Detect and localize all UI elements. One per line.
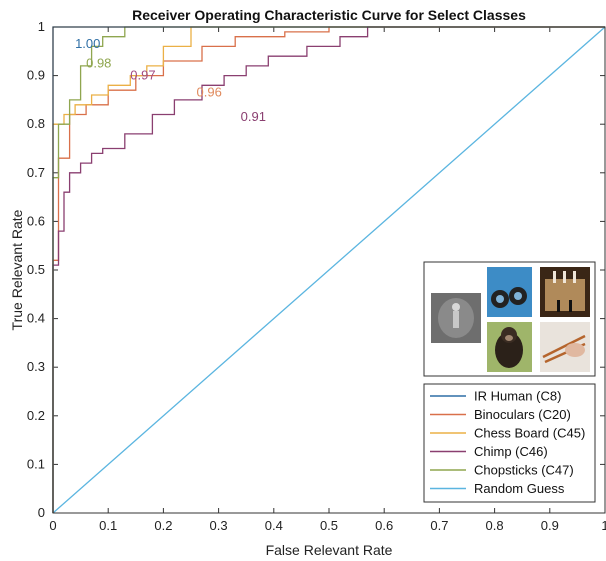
y-axis-label: True Relevant Rate bbox=[9, 209, 25, 330]
y-tick-label: 0.9 bbox=[27, 68, 45, 83]
y-tick-label: 0.8 bbox=[27, 116, 45, 131]
auc-annotations: 1.00 0.98 0.97 0.96 0.91 bbox=[75, 36, 266, 124]
auc-label: 1.00 bbox=[75, 36, 100, 51]
legend-entry-label: Binoculars (C20) bbox=[474, 407, 571, 422]
binoculars-image bbox=[487, 267, 532, 317]
chart-title: Receiver Operating Characteristic Curve … bbox=[132, 7, 526, 23]
legend-entry-label: IR Human (C8) bbox=[474, 389, 561, 404]
legend-entry-label: Chess Board (C45) bbox=[474, 426, 585, 441]
auc-label: 0.97 bbox=[130, 68, 155, 83]
chimp-image bbox=[487, 322, 532, 372]
y-tick-label: 0 bbox=[38, 505, 45, 520]
x-tick-label: 0.6 bbox=[375, 518, 393, 533]
y-tick-label: 0.4 bbox=[27, 311, 45, 326]
x-tick-label: 0.5 bbox=[320, 518, 338, 533]
legend-entry-label: Random Guess bbox=[474, 481, 565, 496]
legend-entry-label: Chopsticks (C47) bbox=[474, 463, 574, 478]
x-tick-label: 0.7 bbox=[430, 518, 448, 533]
series-line-chimp-c46 bbox=[52, 26, 605, 513]
y-tick-label: 0.1 bbox=[27, 456, 45, 471]
ir-human-image bbox=[431, 293, 481, 343]
x-tick-label: 0.8 bbox=[486, 518, 504, 533]
y-tick-label: 0.3 bbox=[27, 359, 45, 374]
series-line-chopsticks-c47 bbox=[52, 26, 605, 513]
class-images-panel bbox=[423, 261, 596, 377]
x-tick-label: 0.3 bbox=[210, 518, 228, 533]
y-tick-label: 0.5 bbox=[27, 262, 45, 277]
legend: IR Human (C8) Binoculars (C20) Chess Board… bbox=[423, 383, 596, 503]
x-tick-label: 0.1 bbox=[99, 518, 117, 533]
x-axis-label: False Relevant Rate bbox=[266, 542, 393, 558]
y-tick-label: 0.6 bbox=[27, 213, 45, 228]
y-tick-label: 1 bbox=[38, 19, 45, 34]
x-tick-label: 0.9 bbox=[541, 518, 559, 533]
legend-entry-label: Chimp (C46) bbox=[474, 444, 548, 459]
x-tick-label: 0.4 bbox=[265, 518, 283, 533]
auc-label: 0.96 bbox=[197, 85, 222, 100]
x-tick-label: 1 bbox=[601, 518, 606, 533]
x-tick-label: 0 bbox=[49, 518, 56, 533]
y-tick-label: 0.7 bbox=[27, 165, 45, 180]
axes: 0 0.1 0.2 0.3 0.4 0.5 0.6 0.7 0.8 0.9 100.10.20.30… bbox=[27, 19, 606, 533]
x-tick-label: 0.2 bbox=[154, 518, 172, 533]
series-line-random-guess bbox=[52, 26, 606, 514]
y-tick-label: 0.2 bbox=[27, 408, 45, 423]
series-line-chess-board-c45 bbox=[52, 26, 605, 513]
chess-board-image bbox=[540, 267, 590, 317]
plot-frame bbox=[52, 26, 606, 514]
chopsticks-image bbox=[540, 322, 590, 372]
auc-label: 0.98 bbox=[86, 55, 111, 70]
legend-frame bbox=[423, 383, 596, 503]
auc-label: 0.91 bbox=[241, 109, 266, 124]
